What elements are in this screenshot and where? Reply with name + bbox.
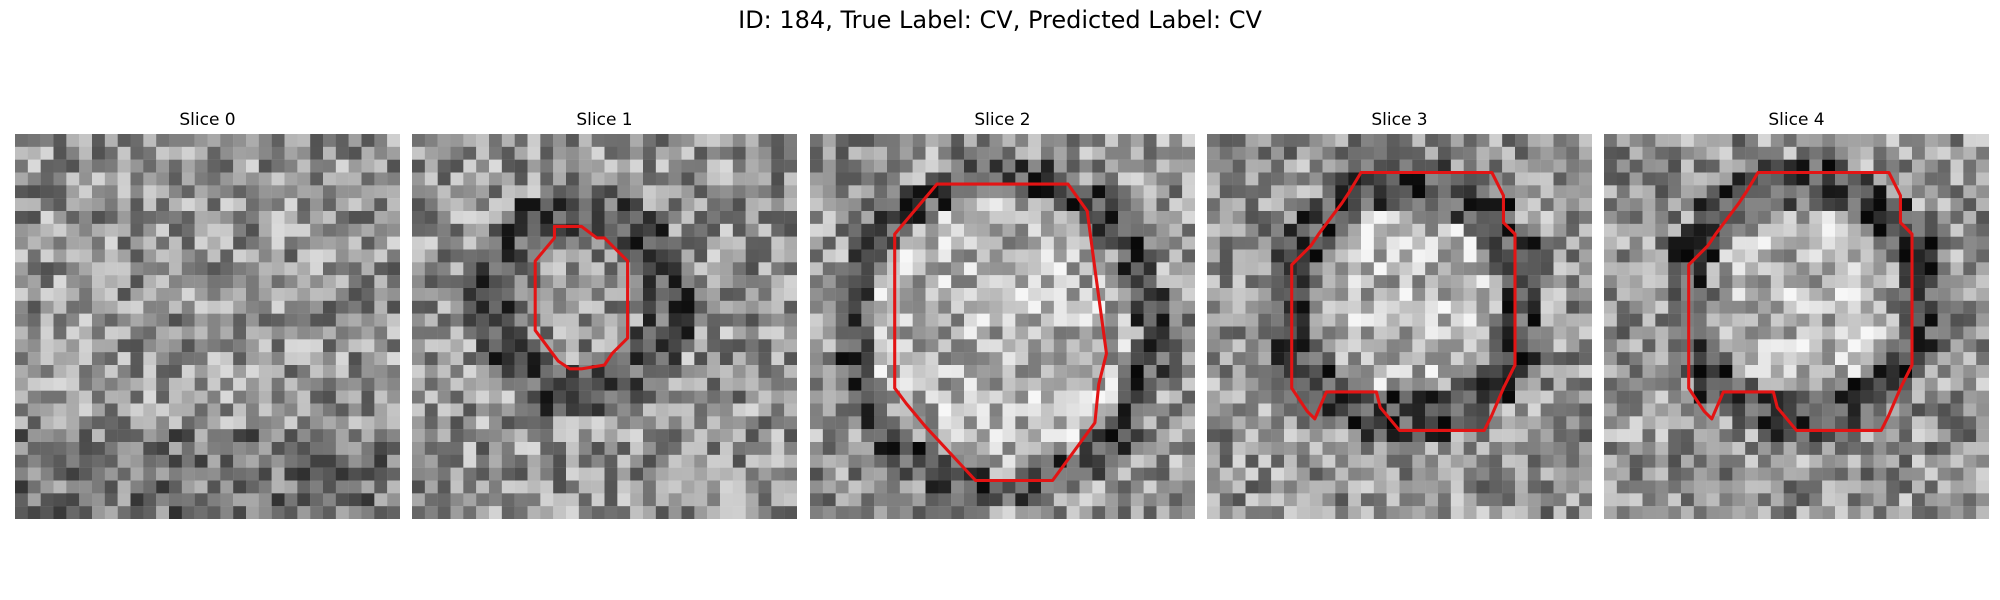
- slice-image-0: [15, 134, 400, 519]
- figure-title: ID: 184, True Label: CV, Predicted Label…: [738, 6, 1262, 34]
- slice-panel-3: Slice 3: [1207, 108, 1592, 519]
- slice-panel-0: Slice 0: [15, 108, 400, 519]
- slice-panel-2: Slice 2: [810, 108, 1195, 519]
- segmentation-contour: [533, 224, 630, 371]
- grayscale-pixels: [412, 134, 797, 519]
- grayscale-pixels: [1604, 134, 1989, 519]
- slice-image-1: [412, 134, 797, 519]
- slice-panel-4: Slice 4: [1604, 108, 1989, 519]
- slice-title: Slice 2: [974, 110, 1031, 130]
- slice-image-2: [810, 134, 1195, 519]
- grayscale-pixels: [810, 134, 1195, 519]
- slice-title: Slice 4: [1768, 110, 1825, 130]
- slice-title: Slice 3: [1371, 110, 1428, 130]
- grayscale-pixels: [15, 134, 400, 519]
- segmentation-contour: [1687, 170, 1914, 432]
- segmentation-contour: [893, 182, 1108, 483]
- segmentation-contour: [1290, 170, 1517, 432]
- grayscale-pixels: [1207, 134, 1592, 519]
- slice-image-3: [1207, 134, 1592, 519]
- slice-title: Slice 1: [576, 110, 633, 130]
- slice-image-4: [1604, 134, 1989, 519]
- slice-title: Slice 0: [179, 110, 236, 130]
- slice-panel-1: Slice 1: [412, 108, 797, 519]
